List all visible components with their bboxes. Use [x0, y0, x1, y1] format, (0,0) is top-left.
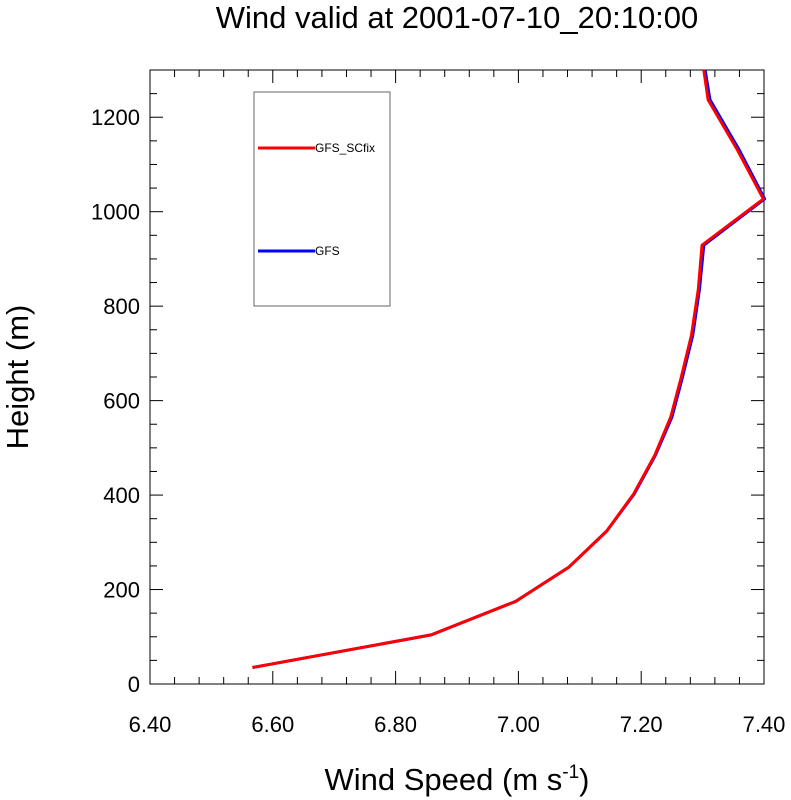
x-tick-label: 7.00 — [497, 712, 540, 737]
x-tick-label: 6.40 — [129, 712, 172, 737]
x-tick-label: 7.40 — [743, 712, 786, 737]
x-tick-label: 7.20 — [620, 712, 663, 737]
y-axis-title: Height (m) — [0, 305, 35, 450]
legend-label-gfs: GFS — [315, 244, 340, 258]
y-tick-label: 600 — [103, 389, 140, 414]
x-tick-label: 6.80 — [374, 712, 417, 737]
legend-box — [253, 91, 391, 307]
y-tick-label: 800 — [103, 294, 140, 319]
legend-label-gfs-scfix: GFS_SCfix — [315, 141, 375, 155]
chart-title: Wind valid at 2001-07-10_20:10:00 — [216, 0, 699, 35]
y-tick-label: 200 — [103, 578, 140, 603]
y-tick-label: 400 — [103, 483, 140, 508]
plot-area: 0 200 400 600 800 1000 1200 6.40 6.60 6.80 7.00 7.2… — [91, 69, 786, 737]
y-tick-label: 1000 — [91, 200, 140, 225]
series-line-gfs-scfix — [252, 69, 765, 669]
plot-frame — [149, 69, 765, 685]
x-tick-label: 6.60 — [251, 712, 294, 737]
x-axis-title: Wind Speed (m s-1) — [325, 762, 590, 797]
y-tick-label: 0 — [128, 672, 140, 697]
legend: GFS_SCfix GFS — [253, 91, 391, 307]
y-tick-label: 1200 — [91, 105, 140, 130]
